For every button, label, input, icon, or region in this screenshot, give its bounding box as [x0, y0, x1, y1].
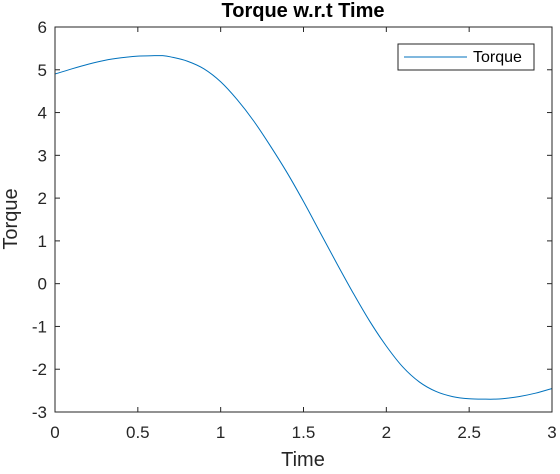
y-tick-label: -2 [32, 360, 47, 379]
x-axis-ticks: 0 0.5 1 1.5 2 2.5 3 [50, 27, 557, 442]
y-tick-label: -3 [32, 403, 47, 422]
y-tick-label: -1 [32, 317, 47, 336]
x-tick-label: 2.5 [457, 423, 481, 442]
chart-title: Torque w.r.t Time [222, 0, 385, 22]
y-tick-label: 4 [38, 104, 47, 123]
x-tick-label: 3 [547, 423, 556, 442]
y-tick-label: 2 [38, 189, 47, 208]
y-axis-ticks: -3 -2 -1 0 1 2 3 4 5 6 [32, 18, 552, 422]
legend: Torque [397, 43, 535, 71]
y-tick-label: 3 [38, 146, 47, 165]
x-tick-label: 2 [382, 423, 391, 442]
plot-area-background [55, 27, 552, 412]
y-tick-label: 0 [38, 275, 47, 294]
series-line-0 [54, 55, 553, 400]
series-layer [54, 55, 553, 400]
x-tick-label: 0 [50, 423, 59, 442]
x-tick-label: 1 [216, 423, 225, 442]
y-axis-label: Torque [0, 188, 22, 249]
y-tick-label: 6 [38, 18, 47, 37]
x-tick-label: 1.5 [292, 423, 316, 442]
x-axis-label: Time [281, 449, 325, 469]
y-tick-label: 1 [38, 232, 47, 251]
legend-label: Torque [473, 49, 522, 66]
plot-area-frame [54, 26, 553, 413]
y-tick-label: 5 [38, 61, 47, 80]
x-tick-label: 0.5 [126, 423, 150, 442]
